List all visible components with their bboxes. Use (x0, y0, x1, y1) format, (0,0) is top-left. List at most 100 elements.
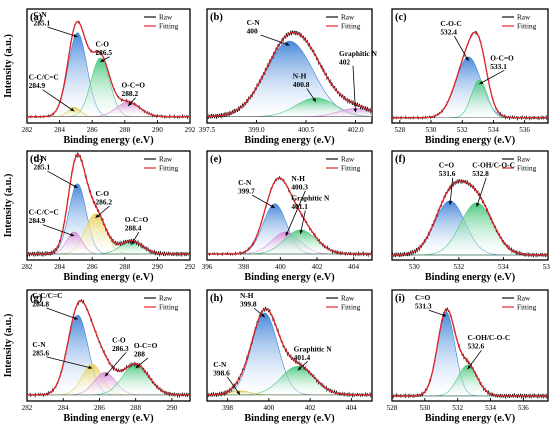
peak-label: O-C=O 288 (134, 341, 158, 359)
x-tick-label: 536 (518, 404, 529, 412)
x-tick-label: 528 (387, 404, 398, 412)
arrow-head (467, 365, 472, 370)
x-tick-label: 282 (22, 126, 33, 134)
x-tick-label: 286 (87, 263, 98, 271)
x-tick-label: 530 (409, 263, 420, 271)
x-tick-label: 532 (457, 126, 468, 134)
x-tick-label: 534 (488, 126, 499, 134)
peak-pointer (467, 349, 482, 370)
peak-pointer (42, 224, 75, 237)
x-axis-title: Binding energy (e.V) (425, 272, 515, 283)
x-tick-label: 290 (152, 126, 163, 134)
arrow-head (131, 240, 135, 245)
plot-area (207, 175, 372, 258)
peak-label: C-N 400 (247, 18, 261, 36)
x-tick-label: 530 (419, 404, 430, 412)
peak-label: Graphitic N 401.1 (291, 193, 330, 211)
fitting-series-line (27, 153, 190, 255)
legend-entry: Fitting (341, 304, 361, 312)
x-tick-label: 399.0 (248, 126, 265, 134)
plot-area (207, 30, 372, 120)
plot-area (27, 152, 190, 258)
legend-entry: Raw (517, 156, 531, 164)
panel-label: (b) (210, 12, 223, 23)
peak-pointer (454, 35, 469, 62)
x-tick-label: 282 (22, 263, 33, 271)
x-tick-label: 528 (394, 126, 405, 134)
fitting-series-line (27, 300, 190, 396)
peak-label: N-H 400.8 (293, 72, 310, 90)
fitting-series-line (207, 177, 372, 255)
peak-label: C-O 286.3 (112, 335, 129, 353)
plot-area (392, 30, 548, 122)
plot-area (27, 298, 190, 399)
x-tick-label: 286 (87, 126, 98, 134)
legend-entry: Fitting (159, 23, 179, 31)
peak-label: C-OH/C-O-C 532.8 (472, 161, 515, 179)
arrow-head (104, 372, 109, 377)
peak-label: C-C/C=C 284.8 (32, 291, 62, 309)
plot-area (392, 307, 548, 400)
plot-area (207, 306, 372, 399)
plot-area (392, 178, 548, 259)
x-tick-label: 532 (452, 404, 463, 412)
peak-pointer (47, 170, 78, 189)
arrow-head (95, 214, 100, 218)
x-axis-title: Binding energy (e.V) (244, 413, 334, 424)
arrow-head (260, 313, 265, 318)
legend-entry: Raw (341, 156, 355, 164)
x-tick-label: 534 (498, 263, 509, 271)
peak-pointer (449, 177, 454, 205)
y-axis-title: Intensity (a.u.) (3, 34, 14, 98)
peak-label: C-C/C=C 284.9 (29, 208, 59, 226)
x-tick-label: 404 (348, 263, 359, 271)
x-tick-label: 398 (222, 404, 233, 412)
panel-label: (i) (395, 293, 405, 304)
panel-label: (g) (30, 293, 43, 304)
panel-g: 282 284 286 288 290 Binding energy (e.V) Inten… (3, 289, 191, 424)
x-axis-title: Binding energy (e.V) (63, 413, 153, 424)
arrow-head (299, 230, 303, 234)
x-axis-title: Binding energy (e.V) (63, 272, 153, 283)
fitting-series-line (392, 180, 548, 256)
panel-d: 282 284 286 288 290 292 Binding energy (e.V) In… (3, 150, 196, 283)
x-tick-label: 400.5 (298, 126, 315, 134)
peak-label: O-C=O 288.4 (125, 215, 149, 233)
peak-pointer (479, 69, 505, 85)
arrow-head (236, 390, 240, 395)
x-tick-label: 400 (275, 263, 286, 271)
panel-h: 398 400 402 404 Binding energy (e.V) (h) RawFi… (206, 289, 373, 424)
panel-b: 397.5 399.0 400.5 402.0 Binding energy (e.V)… (199, 8, 378, 146)
panel-label: (e) (210, 154, 222, 165)
x-axis-title: Binding energy (e.V) (425, 413, 515, 424)
x-tick-label: 400 (263, 404, 274, 412)
legend-entry: Raw (341, 14, 355, 22)
peak-label: C-O 286.5 (95, 40, 112, 58)
x-tick-label: 292 (185, 263, 196, 271)
fitting-series-line (207, 308, 372, 396)
legend-entry: Raw (517, 295, 531, 303)
x-tick-label: 530 (426, 126, 437, 134)
panel-e: 396 398 400 402 404 Binding energy (e.V) (e) Ra… (202, 150, 373, 283)
legend-entry: Fitting (517, 304, 537, 312)
x-tick-label: 397.5 (199, 126, 216, 134)
legend-entry: Fitting (159, 304, 179, 312)
panel-label: (c) (395, 12, 407, 23)
legend-entry: Fitting (159, 165, 179, 173)
peak-pointer (300, 210, 306, 234)
legend-entry: Fitting (517, 23, 537, 31)
arrow-head (135, 364, 140, 369)
peak-label: C-OH/C-O-C 532.6 (468, 333, 511, 351)
fitting-series-line (27, 20, 190, 118)
x-tick-label: 284 (54, 263, 65, 271)
peak-pointer (46, 356, 93, 369)
peak-label: C-N 398.6 (213, 360, 230, 378)
panel-label: (d) (30, 154, 43, 165)
x-tick-label: 396 (202, 263, 213, 271)
legend-entry: Fitting (341, 23, 361, 31)
raw-series-line (207, 306, 372, 399)
fitting-series-line (207, 31, 372, 118)
x-tick-label: 288 (130, 404, 141, 412)
